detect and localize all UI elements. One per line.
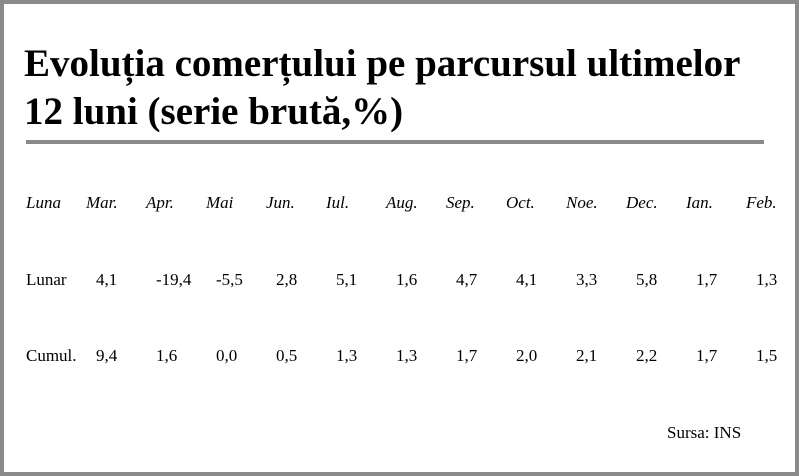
data-cell: -5,5 [216, 270, 243, 289]
header-cell: Ian. [686, 193, 713, 212]
data-cell: 1,3 [336, 346, 358, 365]
data-cell: 0,0 [216, 346, 238, 365]
header-cell: Luna [26, 193, 61, 212]
data-cell: 1,7 [456, 346, 478, 365]
header-cell: Iul. [326, 193, 350, 212]
data-cell: Cumul. [26, 346, 77, 365]
header-cell: Aug. [386, 193, 418, 212]
data-cell: 1,6 [396, 270, 418, 289]
data-cell: 4,1 [96, 270, 118, 289]
data-cell: 1,3 [396, 346, 418, 365]
title-rule [26, 140, 764, 144]
header-cell: Mai [206, 193, 234, 212]
header-cell: Mar. [86, 193, 118, 212]
header-cell: Jun. [266, 193, 295, 212]
header-cell: Noe. [566, 193, 598, 212]
data-cell: 2,2 [636, 346, 658, 365]
data-cell: 1,6 [156, 346, 178, 365]
source: Sursa: INS [667, 423, 742, 442]
data-cell: 1,7 [696, 346, 718, 365]
header-cell: Oct. [506, 193, 535, 212]
data-cell: 4,1 [516, 270, 538, 289]
data-cell: 3,3 [576, 270, 598, 289]
data-cell: 9,4 [96, 346, 118, 365]
header-cell: Dec. [626, 193, 658, 212]
data-cell: 5,1 [336, 270, 358, 289]
header-cell: Sep. [446, 193, 475, 212]
header-cell: Feb. [746, 193, 777, 212]
data-cell: 1,7 [696, 270, 718, 289]
data-cell: 2,0 [516, 346, 538, 365]
data-cell: 1,5 [756, 346, 778, 365]
data-cell: 2,8 [276, 270, 298, 289]
title: Evoluția comerțului pe parcursul ultimel… [24, 42, 740, 133]
data-cell: 5,8 [636, 270, 658, 289]
data-cell: -19,4 [156, 270, 192, 289]
data-cell: 0,5 [276, 346, 298, 365]
data-cell: 1,3 [756, 270, 778, 289]
data-cell: Lunar [26, 270, 67, 289]
header-cell: Apr. [146, 193, 174, 212]
data-cell: 4,7 [456, 270, 478, 289]
data-cell: 2,1 [576, 346, 598, 365]
